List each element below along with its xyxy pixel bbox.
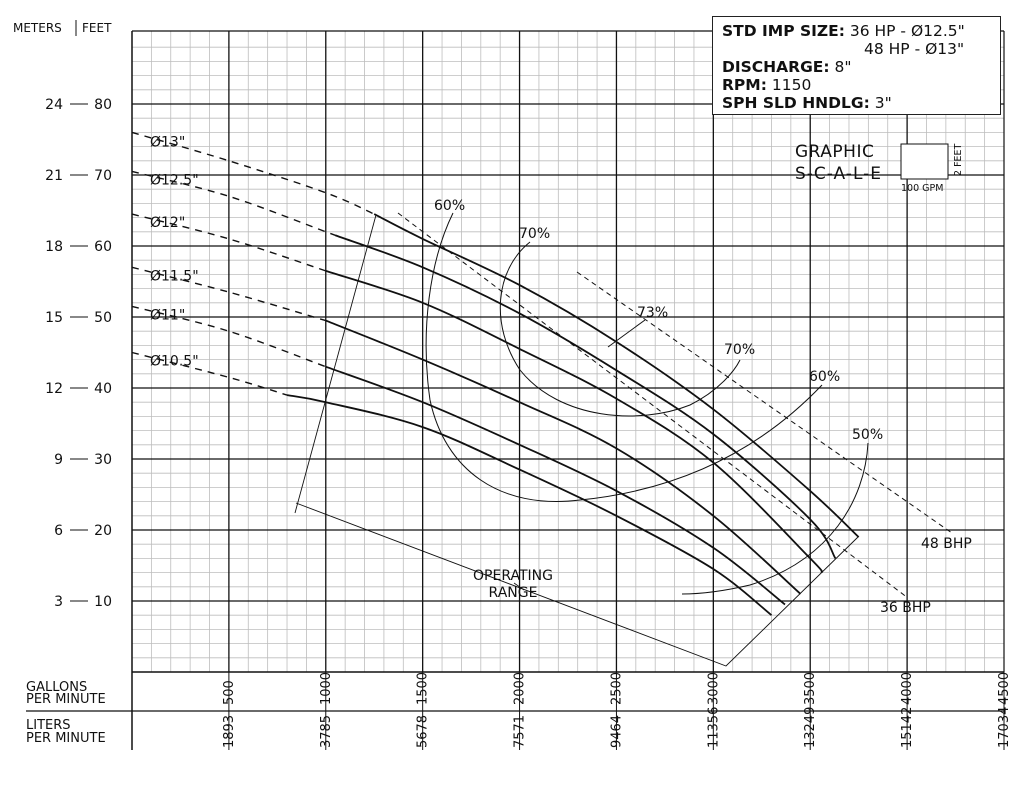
x-tick-label-gpm: 500 xyxy=(222,680,237,705)
impeller-curves xyxy=(131,131,860,616)
operating-range-leader xyxy=(513,582,525,591)
rpm-value: 1150 xyxy=(771,76,812,94)
y-axis-feet-header: FEET xyxy=(82,21,112,35)
impeller-line-2: 48 HP - Ø13" xyxy=(864,40,965,58)
x-tick-label-lpm: 11356 xyxy=(706,707,721,748)
efficiency-contour-60 xyxy=(425,212,823,502)
x-tick-label-lpm: 1893 xyxy=(222,715,237,748)
impeller-curve-solid xyxy=(335,234,837,559)
x-tick-label-lpm: 15142 xyxy=(900,707,915,748)
x-tick-label-lpm: 3785 xyxy=(319,715,334,748)
x-tick-label-lpm: 5678 xyxy=(416,715,431,748)
x-tick-label-lpm: 7571 xyxy=(513,715,528,748)
impeller-curve-dashed xyxy=(131,351,288,396)
y-tick-label-meters: 9 xyxy=(54,452,63,468)
x-tick-label-gpm: 4000 xyxy=(900,672,915,705)
x-tick-label-gpm: 4500 xyxy=(997,672,1012,705)
y-tick-label-meters: 18 xyxy=(45,239,63,255)
y-axis-meters-header: METERS xyxy=(13,21,62,35)
efficiency-contour-70 xyxy=(499,241,741,417)
impeller-curve-solid xyxy=(325,270,823,574)
efficiency-label: 70% xyxy=(724,342,755,358)
x-axis-label-lpm: PER MINUTE xyxy=(26,731,106,746)
solids-value: 3" xyxy=(874,94,892,112)
efficiency-contour-73-leader xyxy=(607,319,646,348)
x-tick-label-gpm: 2500 xyxy=(609,672,624,705)
impeller-curve-dashed xyxy=(131,131,375,215)
y-tick-label-feet: 20 xyxy=(94,523,112,539)
x-tick-label-lpm: 9464 xyxy=(609,715,624,748)
impeller-label: Ø11.5" xyxy=(150,268,199,284)
bhp-48-line xyxy=(576,271,953,534)
y-tick-label-meters: 15 xyxy=(45,310,63,326)
discharge-label: DISCHARGE: xyxy=(722,58,830,76)
efficiency-contour-50 xyxy=(681,442,869,595)
y-tick-label-meters: 21 xyxy=(45,168,63,184)
impeller-label: Ø11" xyxy=(150,307,185,323)
impeller-label: Ø10.5" xyxy=(150,354,199,370)
impeller-curve-solid xyxy=(373,213,860,538)
y-tick-label-feet: 10 xyxy=(94,594,112,610)
bhp-label: 48 BHP xyxy=(921,536,972,552)
operating-range-label: RANGE xyxy=(489,585,538,601)
major-grid xyxy=(132,31,1004,672)
impeller-curve-solid xyxy=(325,319,802,595)
x-tick-label-gpm: 2000 xyxy=(513,672,528,705)
y-tick-label-feet: 30 xyxy=(94,452,112,468)
operating-range-bottom-edge xyxy=(295,502,859,667)
x-tick-label-lpm: 13249 xyxy=(803,707,818,748)
graphic-scale-y-unit: 2 FEET xyxy=(953,143,964,176)
graphic-scale-title: GRAPHIC xyxy=(795,142,874,162)
x-axis-label-lpm: LITERS xyxy=(26,718,71,733)
rpm-label: RPM: xyxy=(722,76,767,94)
impeller-curve-solid xyxy=(286,394,773,616)
impeller-line-1: 36 HP - Ø12.5" xyxy=(849,22,965,40)
efficiency-label: 50% xyxy=(852,427,883,443)
x-tick-label-gpm: 3000 xyxy=(706,672,721,705)
impeller-label: STD IMP SIZE: xyxy=(722,22,845,40)
efficiency-and-bhp-curves xyxy=(294,143,953,667)
y-tick-label-feet: 50 xyxy=(94,310,112,326)
x-tick-label-lpm: 17034 xyxy=(997,707,1012,748)
impeller-label: Ø12" xyxy=(150,215,185,231)
x-axis-label-gpm: GALLONS xyxy=(26,680,87,695)
graphic-scale-x-unit: 100 GPM xyxy=(901,183,943,194)
operating-range-label: OPERATING xyxy=(473,568,553,584)
y-tick-label-feet: 70 xyxy=(94,168,112,184)
efficiency-label: 60% xyxy=(809,369,840,385)
y-tick-label-meters: 12 xyxy=(45,381,63,397)
y-tick-label-meters: 6 xyxy=(54,523,63,539)
x-tick-label-gpm: 1000 xyxy=(319,672,334,705)
y-tick-label-meters: 24 xyxy=(45,97,63,113)
impeller-label: Ø12.5" xyxy=(150,172,199,188)
graphic-scale-box xyxy=(900,143,949,180)
impeller-label: Ø13" xyxy=(150,134,185,150)
discharge-value: 8" xyxy=(834,58,852,76)
operating-range-left-edge xyxy=(294,214,377,514)
efficiency-label: 60% xyxy=(434,198,465,214)
x-axis-label-gpm: PER MINUTE xyxy=(26,692,106,707)
axis-ticks: METERS FEET 10 3 20 6 30 9 40 12 50 15 60 18 70 21 80 24 5… xyxy=(13,20,1012,750)
y-tick-label-meters: 3 xyxy=(54,594,63,610)
graphic-scale-subtitle: S-C-A-L-E xyxy=(795,164,882,184)
y-tick-label-feet: 80 xyxy=(94,97,112,113)
pump-spec-box: STD IMP SIZE: 36 HP - Ø12.5" 48 HP - Ø13… xyxy=(712,16,1001,115)
x-tick-label-gpm: 3500 xyxy=(803,672,818,705)
bhp-36-line xyxy=(397,212,909,599)
minor-grid xyxy=(132,31,1004,672)
y-tick-label-feet: 40 xyxy=(94,381,112,397)
y-tick-label-feet: 60 xyxy=(94,239,112,255)
solids-label: SPH SLD HNDLG: xyxy=(722,94,870,112)
efficiency-label: 70% xyxy=(519,226,550,242)
bhp-label: 36 BHP xyxy=(880,600,931,616)
chart-text: Ø13" Ø12.5" Ø12" Ø11.5" Ø11" Ø10.5" 60% 70% 73% 7… xyxy=(150,134,972,616)
efficiency-label: 73% xyxy=(637,305,668,321)
x-tick-label-gpm: 1500 xyxy=(416,672,431,705)
impeller-curve-solid xyxy=(325,365,786,606)
